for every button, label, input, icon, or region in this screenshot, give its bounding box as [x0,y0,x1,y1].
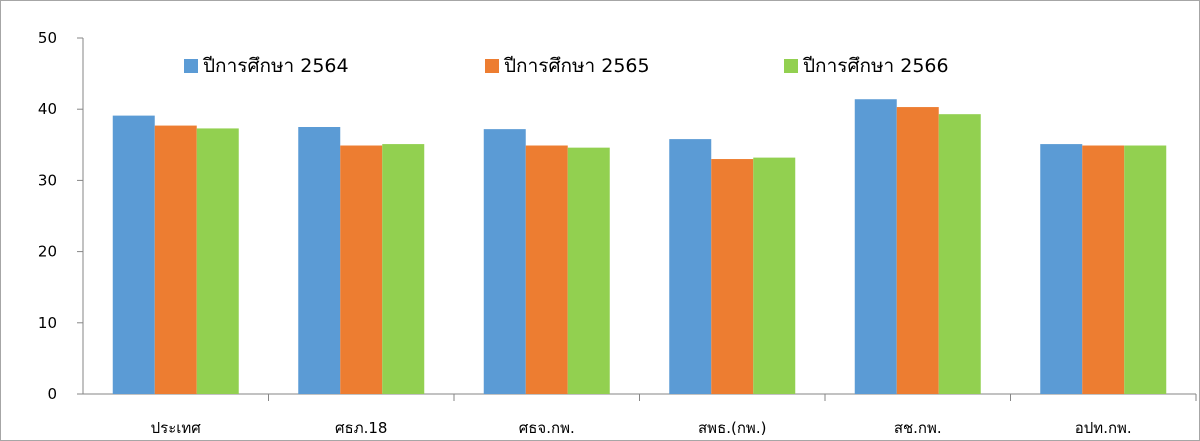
legend: ปีการศึกษา 2564 ปีการศึกษา 2565 ปีการศึกษา… [184,55,949,77]
axes [77,37,1197,401]
bar-2-2 [567,147,610,394]
bar-1-0 [298,127,341,394]
y-tick-label: 40 [38,100,57,118]
x-tick-label: สช.กพ. [894,419,942,437]
x-tick-label: ศธภ.18 [335,419,387,437]
y-tick-label: 30 [38,171,57,189]
x-tick-label: สพธ.(กพ.) [698,419,766,437]
x-tick-label: ประเทศ [151,419,202,437]
y-tick-label: 20 [38,243,57,261]
x-tick-label: ศธจ.กพ. [519,419,575,437]
bar-5-2 [1124,145,1167,394]
legend-swatch [485,59,499,73]
legend-label: ปีการศึกษา 2564 [202,55,348,77]
legend-swatch [784,59,798,73]
bar-5-0 [1040,144,1083,394]
y-tick-label: 50 [38,29,57,47]
bar-2-1 [525,145,568,394]
bar-3-0 [669,139,712,394]
bar-5-1 [1082,145,1125,394]
legend-label: ปีการศึกษา 2565 [503,55,649,77]
bar-1-2 [382,144,425,394]
legend-label: ปีการศึกษา 2566 [802,55,948,77]
bar-2-0 [483,129,526,395]
bar-3-2 [753,157,796,394]
y-tick-label: 10 [38,314,57,332]
bar-4-0 [854,99,897,395]
bar-0-1 [154,125,197,395]
x-tick-label: อปท.กพ. [1075,419,1132,437]
bars [112,99,1167,395]
bar-3-1 [711,159,754,394]
bar-4-1 [896,107,939,395]
bar-0-2 [196,128,239,394]
axis-labels: 0 10 20 30 40 50 ประเทศ ศธภ.18 ศธจ.กพ. สพธ.(กพ.) ส… [38,29,1132,437]
bar-1-1 [340,145,383,394]
bar-0-0 [112,115,155,394]
bar-4-2 [938,114,981,395]
y-tick-label: 0 [47,385,57,403]
legend-swatch [184,59,198,73]
